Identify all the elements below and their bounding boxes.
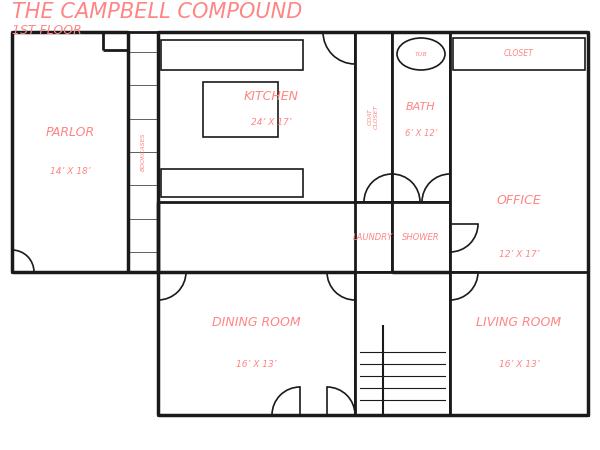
Text: 16’ X 13’: 16’ X 13’ — [236, 360, 277, 369]
Text: 24’ X 17’: 24’ X 17’ — [251, 117, 292, 126]
Text: BOOKCASES: BOOKCASES — [140, 133, 146, 171]
Bar — [355, 202, 392, 272]
Text: DINING ROOM: DINING ROOM — [212, 315, 301, 328]
Bar — [392, 32, 450, 202]
Text: 16’ X 13’: 16’ X 13’ — [499, 360, 539, 369]
Text: 12’ X 17’: 12’ X 17’ — [499, 250, 539, 259]
Text: COAT
CLOSET: COAT CLOSET — [368, 105, 379, 129]
Bar — [203, 82, 278, 137]
Bar — [392, 202, 450, 272]
Text: SHOWER: SHOWER — [402, 233, 440, 242]
Bar — [128, 32, 158, 272]
Bar — [12, 32, 128, 272]
Bar — [450, 272, 588, 415]
Text: THE CAMPBELL COMPOUND: THE CAMPBELL COMPOUND — [12, 2, 302, 22]
Bar — [161, 169, 303, 197]
Ellipse shape — [397, 38, 445, 70]
Bar — [355, 272, 450, 415]
Text: BATH: BATH — [406, 102, 436, 112]
Text: CLOSET: CLOSET — [504, 50, 534, 58]
Text: 6’ X 12’: 6’ X 12’ — [405, 130, 437, 139]
Text: OFFICE: OFFICE — [497, 194, 541, 207]
Bar — [158, 32, 355, 202]
Text: 14’ X 18’: 14’ X 18’ — [50, 166, 91, 176]
Text: TUB: TUB — [415, 51, 427, 57]
Text: 1ST FLOOR: 1ST FLOOR — [12, 23, 82, 36]
Text: PARLOR: PARLOR — [46, 126, 95, 140]
Bar — [158, 272, 355, 415]
Bar — [450, 32, 588, 415]
Text: LIVING ROOM: LIVING ROOM — [476, 315, 562, 328]
Bar — [355, 32, 392, 202]
Bar — [161, 40, 303, 70]
Text: KITCHEN: KITCHEN — [244, 90, 299, 103]
Bar — [453, 38, 585, 70]
Text: LAUNDRY: LAUNDRY — [353, 233, 393, 242]
